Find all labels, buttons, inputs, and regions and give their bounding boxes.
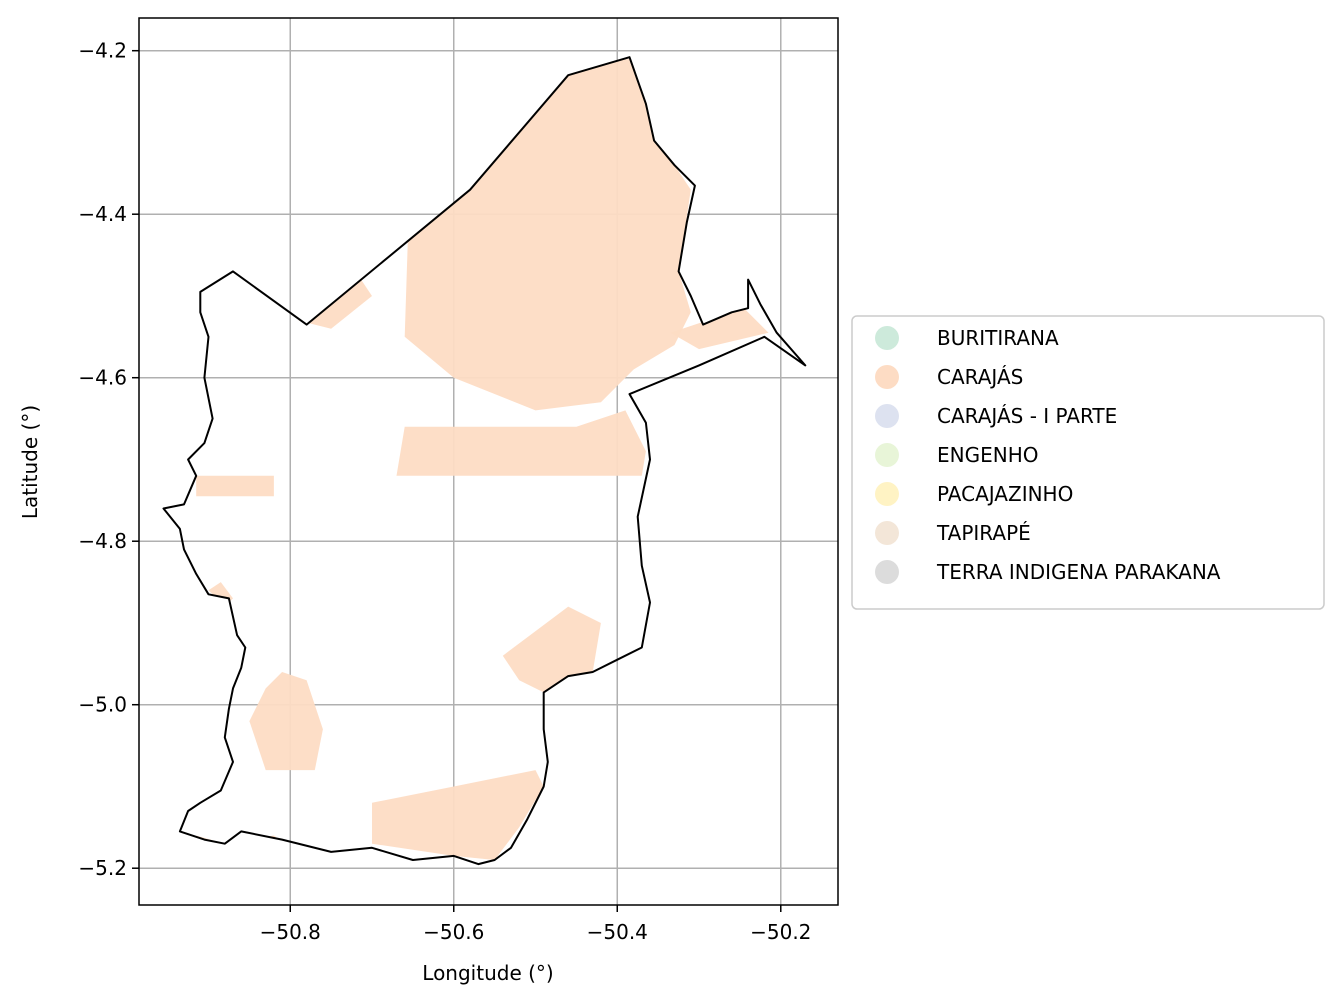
x-tick-label: −50.2 [750, 920, 811, 944]
y-axis-ticks: −4.2 −4.4 −4.6 −4.8 −5.0 −5.2 [78, 39, 139, 880]
carajas-region [372, 770, 544, 860]
legend-label: TERRA INDIGENA PARAKANA [936, 560, 1221, 584]
x-tick-label: −50.6 [423, 920, 484, 944]
x-axis-label: Longitude (°) [422, 961, 553, 985]
axes-frame [138, 17, 839, 906]
legend-label: CARAJÁS [937, 365, 1023, 389]
y-axis-label: Latitude (°) [18, 405, 42, 519]
carajas-region [502, 606, 601, 693]
legend-marker [875, 482, 899, 506]
legend-label: CARAJÁS - I PARTE [937, 404, 1117, 428]
legend: BURITIRANA CARAJÁS CARAJÁS - I PARTE ENGENH… [851, 315, 1325, 610]
y-tick-label: −5.2 [78, 856, 127, 880]
legend-marker [875, 326, 899, 350]
x-tick-label: −50.8 [260, 920, 321, 944]
x-tick-label: −50.4 [587, 920, 648, 944]
legend-box [851, 315, 1325, 610]
legend-marker [875, 560, 899, 584]
municipality-boundary [162, 56, 807, 866]
carajas-region [196, 475, 274, 497]
carajas-region [404, 58, 691, 411]
carajas-region [396, 410, 646, 476]
legend-label: PACAJAZINHO [937, 482, 1073, 506]
legend-marker [875, 365, 899, 389]
y-tick-label: −4.2 [78, 39, 127, 63]
x-axis-ticks: −50.8 −50.6 −50.4 −50.2 [260, 905, 811, 944]
legend-label: ENGENHO [937, 443, 1038, 467]
legend-marker [875, 443, 899, 467]
legend-label: BURITIRANA [937, 326, 1059, 350]
y-tick-label: −5.0 [78, 693, 127, 717]
y-tick-label: −4.6 [78, 366, 127, 390]
legend-label: TAPIRAPÉ [936, 521, 1031, 545]
carajas-region [670, 308, 769, 350]
carajas-region [249, 672, 323, 771]
legend-marker [875, 521, 899, 545]
y-tick-label: −4.4 [78, 202, 127, 226]
legend-marker [875, 404, 899, 428]
y-tick-label: −4.8 [78, 529, 127, 553]
